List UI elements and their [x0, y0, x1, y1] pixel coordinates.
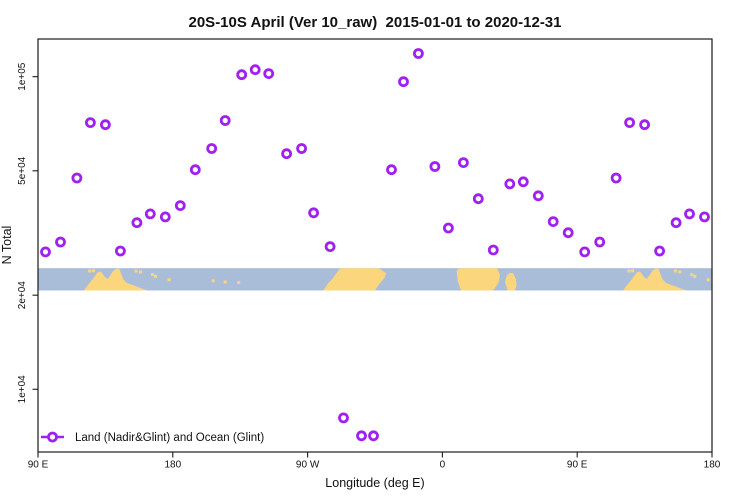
land-solomon-1: [134, 269, 138, 273]
data-point: [386, 164, 397, 176]
data-point: [100, 119, 111, 131]
y-tick-label: 2e+04: [17, 281, 28, 310]
land-timor-1: [627, 269, 631, 273]
land-polynesia-1: [211, 279, 215, 283]
land-africa: [456, 268, 500, 291]
data-point: [594, 236, 606, 248]
data-point: [562, 227, 574, 239]
data-point: [547, 216, 559, 228]
land-new-caledonia: [693, 274, 697, 278]
data-points: [40, 48, 710, 442]
data-point: [356, 430, 367, 442]
data-point: [699, 211, 710, 223]
land-polynesia-3: [237, 281, 241, 285]
land-vanuatu: [690, 273, 694, 277]
data-point: [249, 64, 261, 76]
data-point: [338, 412, 349, 424]
land-solomon-2: [139, 270, 143, 274]
x-tick-label: 180: [164, 460, 181, 471]
data-point: [308, 207, 320, 219]
data-point: [368, 430, 379, 442]
data-point: [654, 245, 665, 257]
legend-label: Land (Nadir&Glint) and Ocean (Glint): [75, 432, 264, 444]
plot-box: [37, 38, 713, 453]
data-point: [115, 245, 126, 257]
data-point: [131, 217, 143, 229]
data-point: [504, 178, 516, 190]
data-point: [442, 222, 454, 234]
y-axis-ticks: 1e+04 2e+04 5e+04 1e+05: [17, 62, 38, 403]
data-point: [532, 190, 544, 202]
data-point: [263, 68, 275, 79]
world-map-band: [38, 268, 712, 291]
data-point: [206, 143, 218, 154]
x-tick-label: 0: [440, 460, 446, 471]
x-tick-label: 90 W: [296, 460, 320, 471]
data-point: [412, 48, 424, 59]
data-point: [487, 244, 499, 256]
data-point: [85, 117, 96, 128]
y-tick-label: 1e+05: [17, 62, 28, 91]
land-timor-1: [88, 269, 92, 273]
data-point: [71, 172, 83, 184]
data-point: [159, 211, 171, 223]
data-point: [684, 208, 695, 220]
data-point: [324, 241, 336, 253]
y-tick-label: 1e+04: [17, 375, 28, 404]
data-point: [398, 76, 409, 88]
x-axis-title: Longitude (deg E): [325, 476, 424, 490]
data-point: [174, 200, 186, 212]
legend: Land (Nadir&Glint) and Ocean (Glint): [41, 431, 264, 444]
x-tick-label: 90 E: [28, 460, 49, 471]
land-south-america: [323, 268, 387, 291]
land-solomon-1: [673, 269, 677, 273]
land-madagascar: [505, 272, 517, 291]
data-point: [429, 161, 441, 172]
y-axis-title: N Total: [0, 226, 14, 265]
legend-marker-icon: [47, 431, 58, 443]
data-point: [457, 157, 469, 169]
data-point: [517, 176, 529, 188]
land-timor-2: [631, 269, 635, 273]
x-tick-label: 90 E: [567, 460, 588, 471]
data-point: [236, 69, 248, 81]
data-point: [639, 119, 650, 131]
data-point: [55, 236, 66, 248]
data-point: [610, 172, 622, 184]
data-point: [472, 193, 484, 205]
land-solomon-2: [678, 270, 682, 274]
x-axis-ticks: 90 E 180 90 W 0 90 E 180: [28, 452, 721, 471]
land-timor-2: [91, 269, 95, 273]
data-point: [670, 217, 682, 229]
data-point: [296, 143, 308, 154]
land-australia: [84, 268, 148, 291]
land-new-caledonia: [154, 274, 158, 278]
chart-title: 20S-10S April (Ver 10_raw) 2015-01-01 to…: [189, 14, 562, 31]
land-fiji: [167, 278, 171, 282]
data-point: [40, 246, 51, 258]
y-tick-label: 5e+04: [17, 156, 28, 185]
land-fiji: [706, 278, 710, 282]
data-point: [281, 148, 293, 160]
data-point: [579, 246, 591, 258]
land-australia-wrap: [623, 268, 688, 291]
data-point: [219, 115, 231, 126]
x-tick-label: 180: [704, 460, 721, 471]
data-point: [189, 164, 201, 176]
data-point: [624, 117, 635, 128]
land-polynesia-2: [223, 280, 227, 284]
land-vanuatu: [151, 273, 155, 277]
data-point: [144, 208, 156, 220]
